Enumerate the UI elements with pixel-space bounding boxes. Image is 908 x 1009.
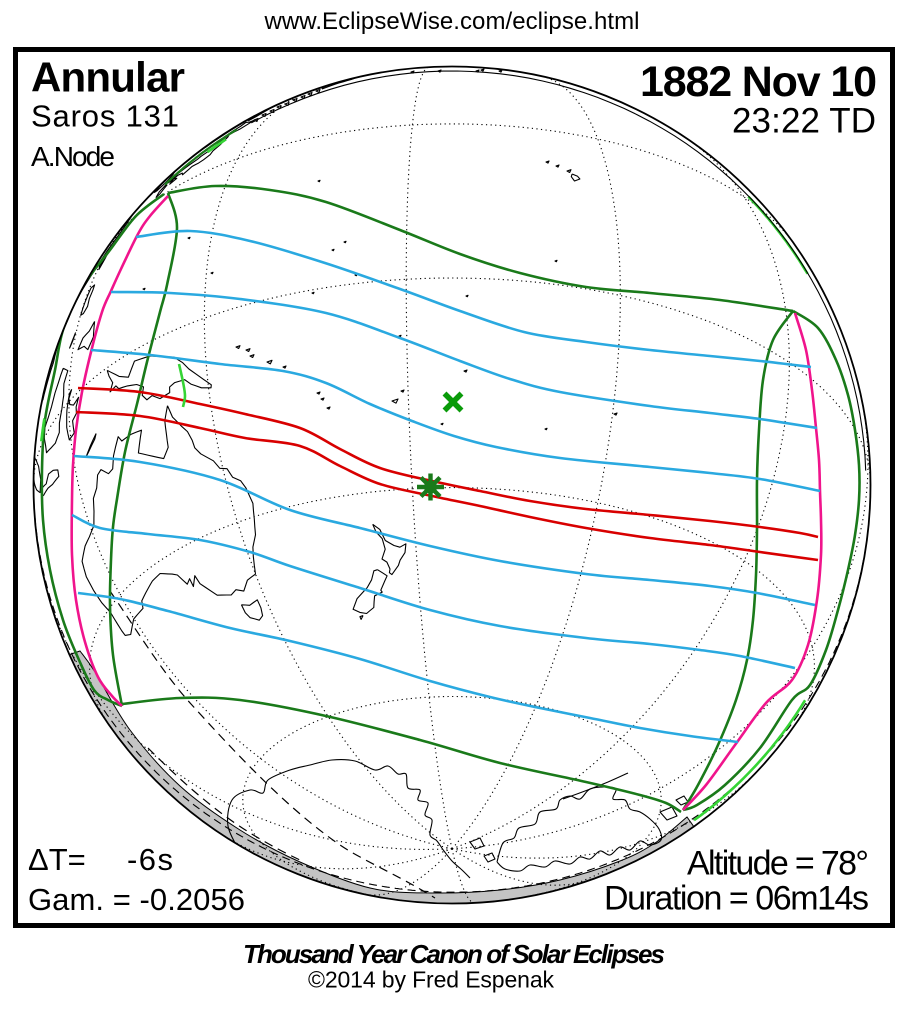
svg-text:1882 Nov 10: 1882 Nov 10 bbox=[640, 58, 877, 106]
svg-text:Duration = 06m14s: Duration = 06m14s bbox=[604, 880, 869, 918]
svg-text:A.Node: A.Node bbox=[31, 141, 115, 172]
svg-text:Annular: Annular bbox=[31, 54, 185, 101]
svg-text:©2014 by Fred Espenak: ©2014 by Fred Espenak bbox=[308, 967, 555, 993]
svg-text:www.EclipseWise.com/eclipse.ht: www.EclipseWise.com/eclipse.html bbox=[264, 8, 640, 35]
svg-text:Altitude = 78°: Altitude = 78° bbox=[687, 845, 869, 883]
svg-text:Thousand Year Canon of Solar E: Thousand Year Canon of Solar Eclipses bbox=[243, 939, 665, 969]
svg-text:Gam. = -0.2056: Gam. = -0.2056 bbox=[28, 882, 245, 917]
svg-text:Saros 131: Saros 131 bbox=[31, 99, 179, 134]
svg-text:23:22 TD: 23:22 TD bbox=[732, 102, 876, 141]
svg-text:ΔT=: ΔT= bbox=[28, 842, 86, 877]
svg-text:-6s: -6s bbox=[127, 842, 173, 877]
